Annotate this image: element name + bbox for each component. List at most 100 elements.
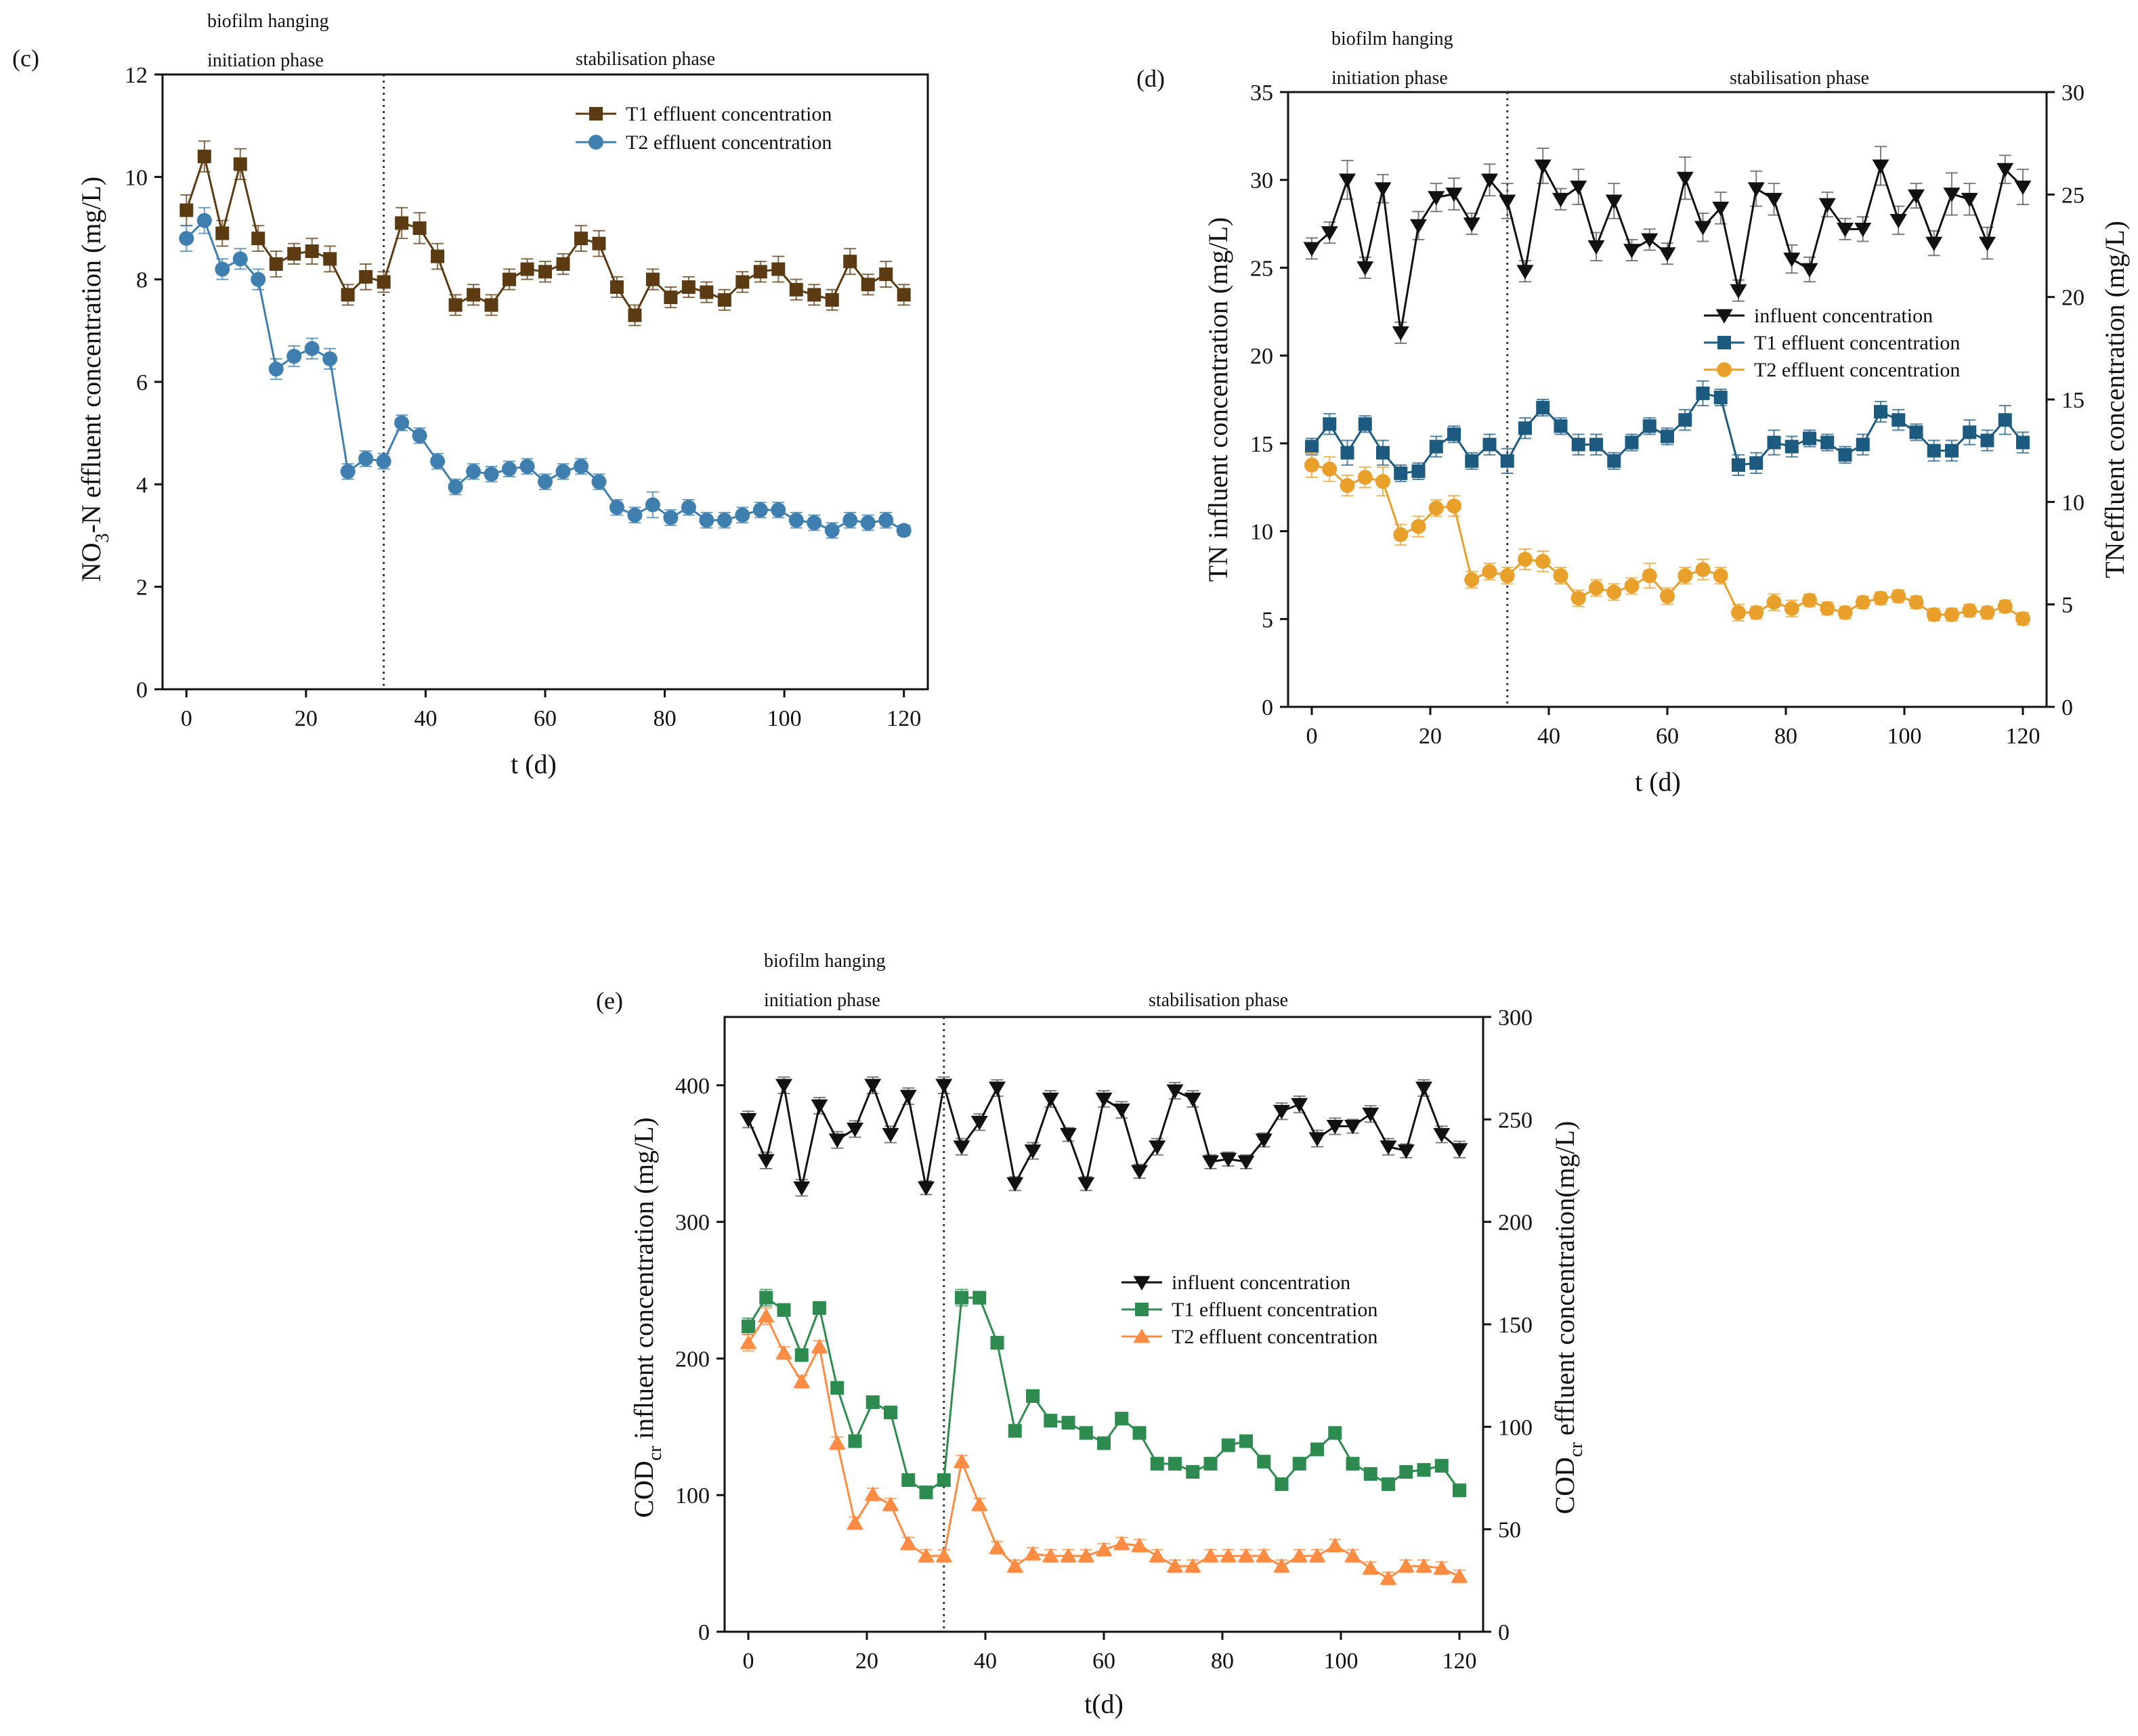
data-point-d-influent-concentration-7	[1428, 191, 1445, 206]
phase-label-biofilm-d: biofilm hanging	[1331, 28, 1453, 49]
data-point-d-influent-concentration-3	[1356, 261, 1374, 276]
data-point-e-t2-effluent-concentration-14	[989, 1540, 1006, 1555]
data-point-e-influent-concentration-16	[1024, 1144, 1042, 1159]
data-point-d-t1-effluent-concentration-15	[1571, 437, 1585, 452]
data-point-c-t1-effluent-concentration-13	[412, 221, 427, 235]
data-point-c-t2-effluent-concentration-17	[484, 466, 499, 482]
data-point-e-t1-effluent-concentration-32	[1310, 1442, 1324, 1456]
data-point-c-t2-effluent-concentration-2	[215, 261, 230, 277]
data-point-c-t2-effluent-concentration-34	[788, 513, 804, 528]
x-tick-label-d-20: 20	[1419, 724, 1442, 749]
data-point-c-t1-effluent-concentration-34	[789, 282, 803, 297]
data-point-d-t2-effluent-concentration-39	[1997, 599, 2013, 614]
data-point-d-influent-concentration-12	[1516, 265, 1534, 280]
data-point-e-t1-effluent-concentration-15	[1008, 1424, 1022, 1438]
data-point-e-influent-concentration-27	[1220, 1152, 1237, 1167]
data-point-d-influent-concentration-35	[1925, 236, 1943, 251]
data-point-c-t1-effluent-concentration-6	[287, 246, 301, 261]
series-d-t1-effluent-concentration	[1305, 380, 2030, 483]
data-point-c-t2-effluent-concentration-20	[538, 474, 553, 490]
data-point-d-t2-effluent-concentration-25	[1749, 605, 1764, 620]
data-point-c-t1-effluent-concentration-29	[700, 285, 714, 299]
x-tick-label-e-100: 100	[1324, 1649, 1359, 1674]
data-point-d-t2-effluent-concentration-5	[1393, 527, 1409, 542]
data-point-d-t1-effluent-concentration-21	[1678, 413, 1692, 427]
phase-label-initiation-c: initiation phase	[207, 50, 324, 71]
data-point-c-t2-effluent-concentration-5	[268, 362, 284, 377]
data-point-e-influent-concentration-21	[1113, 1103, 1130, 1119]
y-tick-label-left-c-12: 12	[125, 63, 148, 88]
data-point-d-t1-effluent-concentration-35	[1927, 443, 1941, 458]
y-axis-title-c-part-2: -N effluent concentration (mg/L)	[76, 177, 106, 534]
data-point-d-t2-effluent-concentration-15	[1570, 590, 1586, 606]
data-point-d-t1-effluent-concentration-31	[1856, 437, 1870, 452]
data-point-d-influent-concentration-30	[1837, 222, 1854, 238]
data-point-e-influent-concentration-26	[1202, 1155, 1219, 1170]
data-point-e-t1-effluent-concentration-11	[937, 1473, 951, 1488]
y-tick-label-left-e-0: 0	[698, 1620, 710, 1645]
data-point-d-t1-effluent-concentration-37	[1963, 425, 1977, 439]
data-point-d-influent-concentration-28	[1801, 263, 1818, 278]
data-point-d-t1-effluent-concentration-11	[1500, 454, 1514, 468]
data-point-c-t2-effluent-concentration-16	[466, 464, 482, 479]
x-tick-label-e-0: 0	[743, 1649, 754, 1674]
phase-label-stabilisation-d: stabilisation phase	[1730, 68, 1869, 89]
data-point-e-influent-concentration-33	[1326, 1120, 1344, 1135]
data-point-e-t1-effluent-concentration-9	[901, 1473, 916, 1488]
data-point-d-t1-effluent-concentration-18	[1625, 435, 1639, 450]
x-tick-label-c-0: 0	[181, 706, 192, 731]
phase-label-initiation-d: initiation phase	[1331, 68, 1448, 89]
data-point-d-t1-effluent-concentration-9	[1465, 454, 1479, 468]
data-point-e-t1-effluent-concentration-31	[1292, 1456, 1306, 1471]
data-point-d-influent-concentration-10	[1481, 173, 1498, 188]
y-axis-right-title-e: CODcr effluent concentration(mg/L)	[1549, 1121, 1587, 1515]
y-tick-label-left-c-0: 0	[136, 678, 148, 703]
data-point-c-t2-effluent-concentration-4	[251, 272, 266, 287]
data-point-e-t1-effluent-concentration-36	[1382, 1477, 1395, 1492]
data-point-d-influent-concentration-33	[1889, 214, 1907, 229]
x-tick-label-d-0: 0	[1306, 724, 1318, 749]
data-point-e-t2-effluent-concentration-5	[828, 1435, 846, 1450]
data-point-d-t1-effluent-concentration-19	[1642, 419, 1656, 433]
y-tick-label-right-e-250: 250	[1498, 1108, 1533, 1133]
data-point-e-t2-effluent-concentration-12	[953, 1453, 970, 1469]
y-tick-label-right-d-10: 10	[2061, 490, 2084, 515]
data-point-e-influent-concentration-11	[935, 1079, 953, 1093]
data-point-c-t2-effluent-concentration-32	[752, 502, 768, 518]
data-point-d-t2-effluent-concentration-7	[1428, 500, 1444, 516]
data-point-e-influent-concentration-10	[918, 1181, 935, 1196]
data-point-d-t1-effluent-concentration-23	[1713, 390, 1728, 404]
data-point-e-t2-effluent-concentration-22	[1131, 1538, 1148, 1553]
data-point-d-t2-effluent-concentration-22	[1695, 562, 1711, 578]
data-point-e-influent-concentration-7	[864, 1079, 882, 1093]
data-point-c-t2-effluent-concentration-38	[860, 515, 876, 531]
phase-label-biofilm-c: biofilm hanging	[207, 11, 329, 32]
data-point-d-t1-effluent-concentration-29	[1820, 435, 1835, 450]
data-point-d-t1-effluent-concentration-0	[1305, 439, 1319, 454]
y-tick-label-left-e-300: 300	[675, 1211, 710, 1236]
data-point-d-t2-effluent-concentration-20	[1660, 588, 1675, 604]
data-point-e-t2-effluent-concentration-40	[1451, 1568, 1468, 1583]
data-point-d-t1-effluent-concentration-12	[1518, 421, 1532, 435]
data-point-e-t1-effluent-concentration-20	[1097, 1436, 1111, 1450]
data-point-e-t2-effluent-concentration-9	[899, 1535, 917, 1550]
data-point-e-t2-effluent-concentration-0	[740, 1334, 757, 1349]
data-point-d-influent-concentration-16	[1587, 240, 1605, 255]
data-point-d-t2-effluent-concentration-12	[1518, 552, 1533, 567]
x-tick-label-e-120: 120	[1442, 1649, 1477, 1674]
data-point-d-influent-concentration-1	[1321, 226, 1338, 241]
data-point-e-t1-effluent-concentration-14	[990, 1336, 1004, 1350]
y-tick-label-right-d-15: 15	[2061, 388, 2084, 413]
legend-marker-e-1	[1135, 1303, 1149, 1316]
data-point-e-t1-effluent-concentration-40	[1453, 1483, 1466, 1498]
data-point-e-influent-concentration-6	[847, 1123, 863, 1137]
legend-marker-e-2	[1133, 1328, 1151, 1343]
data-point-d-t2-effluent-concentration-26	[1766, 594, 1782, 610]
data-point-e-t2-effluent-concentration-13	[970, 1496, 988, 1511]
data-point-d-t2-effluent-concentration-4	[1375, 474, 1390, 490]
x-tick-label-c-80: 80	[654, 706, 677, 731]
y-axis-left-title-e-subscript: cr	[645, 1446, 666, 1460]
data-point-e-t1-effluent-concentration-38	[1417, 1462, 1431, 1477]
data-point-d-t2-effluent-concentration-28	[1802, 592, 1817, 608]
